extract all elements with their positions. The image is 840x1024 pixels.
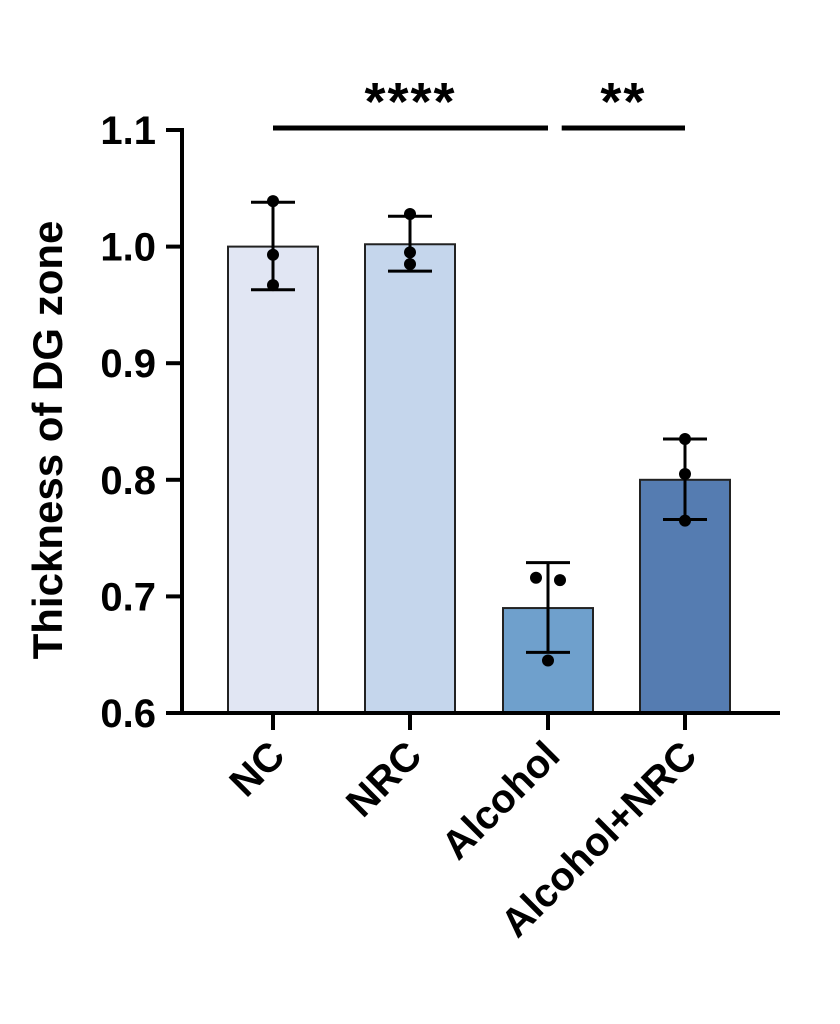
- data-point-0-2: [267, 279, 279, 292]
- data-point-3-0: [679, 432, 691, 445]
- y-tick-label-2: 0.8: [100, 459, 156, 503]
- y-tick-label-5: 1.1: [100, 109, 156, 153]
- y-tick-label-4: 1.0: [100, 226, 156, 270]
- data-points-layer: [267, 195, 691, 667]
- axes-layer: [180, 128, 780, 715]
- x-tick-label-1: NRC: [338, 733, 430, 825]
- bar-0: [227, 245, 319, 714]
- y-tick-label-0: 0.6: [100, 692, 156, 736]
- bars-layer: [227, 243, 731, 714]
- data-point-2-1: [554, 574, 566, 587]
- bar-1: [364, 243, 456, 714]
- data-point-2-2: [542, 654, 554, 667]
- data-point-2-0: [530, 571, 542, 584]
- x-tick-label-0: NC: [221, 733, 293, 805]
- x-tick-label-2: Alcohol: [434, 733, 569, 868]
- significance-layer: **** **: [273, 72, 685, 132]
- y-ticks-layer: 0.6 0.7 0.8 0.9 1.0 1.1: [100, 109, 182, 736]
- data-point-3-1: [679, 467, 691, 480]
- y-tick-label-3: 0.9: [100, 342, 156, 386]
- y-axis-label: Thickness of DG zone: [24, 221, 71, 660]
- y-tick-label-1: 0.7: [100, 575, 156, 619]
- significance-label-1: **: [600, 72, 646, 132]
- data-point-1-0: [404, 207, 416, 220]
- data-point-0-0: [267, 195, 279, 208]
- data-point-0-1: [267, 248, 279, 261]
- data-point-1-2: [404, 258, 416, 271]
- significance-label-0: ****: [364, 72, 456, 132]
- data-point-1-1: [404, 246, 416, 259]
- error-bars-layer: [251, 200, 707, 654]
- data-point-3-2: [679, 514, 691, 527]
